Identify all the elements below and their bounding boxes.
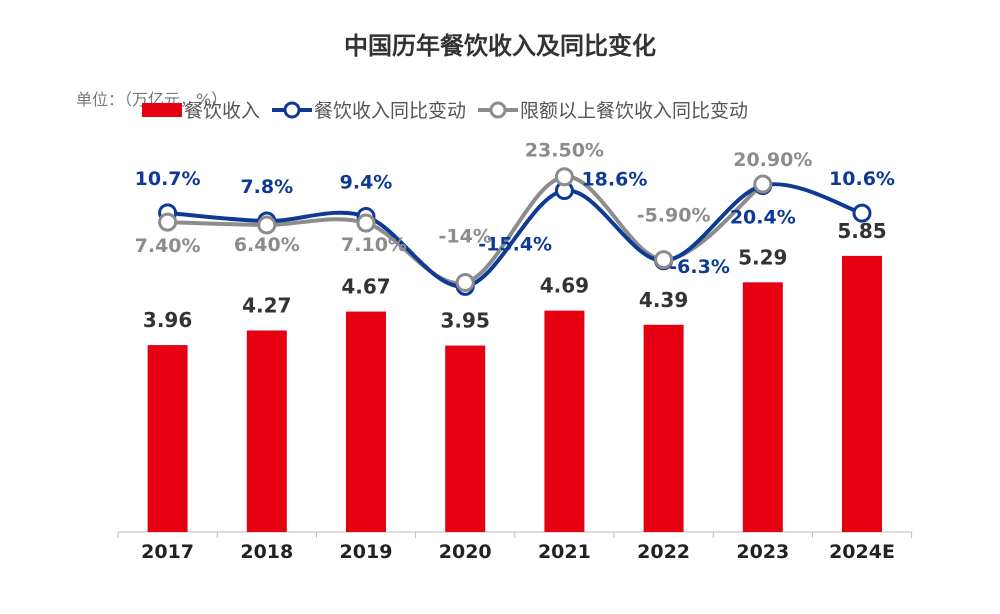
bar-data-label: 3.96	[143, 308, 192, 332]
bar	[842, 255, 882, 532]
line-data-label: 10.7%	[135, 168, 201, 190]
line-point	[356, 213, 376, 233]
bar-data-label: 4.39	[639, 288, 688, 312]
legend-label: 限额以上餐饮收入同比变动	[520, 100, 749, 122]
legend-line-marker-icon	[478, 101, 519, 118]
bar-data-label: 4.27	[242, 293, 291, 317]
line-point	[455, 276, 475, 296]
bar-data-label: 4.69	[540, 274, 589, 298]
line-data-label: -14%	[439, 225, 492, 247]
line-point	[654, 250, 674, 270]
line-point	[554, 167, 574, 187]
line-point	[158, 212, 178, 232]
x-tick-label: 2023	[736, 541, 789, 563]
line-point	[654, 251, 674, 271]
line-data-label: 9.4%	[340, 171, 393, 193]
bar	[147, 345, 188, 532]
line-point	[852, 203, 872, 223]
x-tick-label: 2020	[439, 541, 492, 563]
line-data-label: 7.40%	[135, 235, 201, 257]
line-data-label: 7.10%	[341, 234, 407, 256]
legend-bar-swatch-icon	[142, 102, 182, 117]
line-data-label: -5.90%	[637, 205, 711, 227]
unit-label: 单位：（万亿元，%）	[76, 90, 228, 109]
line-data-label: 20.4%	[730, 206, 796, 228]
legend-line-marker-icon	[272, 101, 313, 118]
line-data-label: 20.90%	[733, 149, 812, 171]
bar-data-label: 5.85	[837, 219, 886, 243]
line-point	[753, 175, 773, 195]
legend-label: 餐饮收入同比变动	[314, 100, 467, 122]
chart-title: 中国历年餐饮收入及同比变化	[344, 32, 656, 60]
bar-data-label: 3.95	[441, 309, 490, 333]
line-data-label: 7.8%	[240, 176, 293, 198]
line-point	[455, 272, 475, 292]
bar	[346, 311, 386, 532]
bar	[742, 282, 783, 532]
line-point	[554, 181, 574, 201]
x-tick-label: 2022	[637, 541, 690, 563]
x-tick-label: 2017	[141, 541, 194, 563]
legend-item-line-gray: 限额以上餐饮收入同比变动	[476, 96, 748, 123]
line-data-label: 18.6%	[581, 169, 647, 191]
bar	[445, 345, 486, 532]
line-point	[753, 174, 773, 194]
line-data-label: 6.40%	[234, 234, 300, 256]
line-series-2	[167, 174, 765, 286]
bar-data-label: 4.67	[341, 275, 390, 299]
line-data-label: -15.4%	[478, 233, 552, 255]
x-tick-label: 2018	[240, 541, 293, 563]
line-data-label: 23.50%	[525, 140, 604, 162]
legend: 餐饮收入 餐饮收入同比变动 限额以上餐饮收入同比变动	[142, 96, 754, 123]
line-point	[356, 206, 376, 226]
bar	[643, 324, 684, 532]
x-tick-label: 2021	[538, 541, 591, 563]
bar	[544, 310, 585, 532]
bar	[246, 330, 287, 532]
line-data-label: 10.6%	[829, 168, 895, 190]
line-data-label: -6.3%	[669, 256, 730, 278]
x-tick-label: 2019	[340, 541, 393, 563]
legend-item-bar: 餐饮收入	[142, 96, 260, 123]
line-series-1	[167, 182, 863, 289]
legend-label: 餐饮收入	[184, 100, 261, 122]
bar-data-label: 5.29	[738, 245, 787, 269]
line-point	[158, 203, 178, 223]
line-point	[257, 211, 277, 231]
line-point	[257, 215, 277, 235]
legend-item-line-blue: 餐饮收入同比变动	[270, 96, 466, 123]
x-tick-label: 2024E	[829, 541, 895, 563]
